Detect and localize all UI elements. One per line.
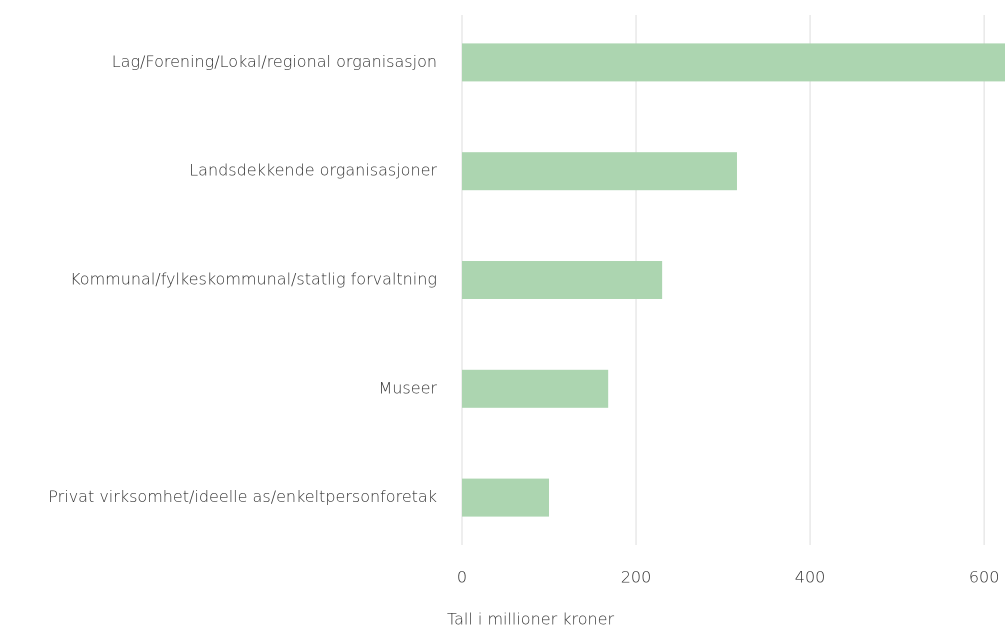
x-tick-label: 200 xyxy=(621,568,652,587)
y-tick-label: Museer xyxy=(378,378,437,397)
x-tick-label: 600 xyxy=(969,568,1000,587)
y-tick-label: Kommunal/fylkeskommunal/statlig forvaltn… xyxy=(70,270,437,289)
x-tick-label: 400 xyxy=(795,568,826,587)
y-tick-label: Landsdekkende organisasjoner xyxy=(189,161,437,180)
bar xyxy=(462,43,1005,82)
x-axis-label: Tall i millioner kroner xyxy=(447,610,615,629)
bar xyxy=(462,369,609,408)
x-tick-label: 0 xyxy=(457,568,467,587)
bar xyxy=(462,261,663,299)
y-tick-label: Lag/Forening/Lokal/regional organisasjon xyxy=(112,52,437,71)
bar xyxy=(462,478,550,517)
bar xyxy=(462,152,737,191)
y-tick-label: Privat virksomhet/ideelle as/enkeltperso… xyxy=(48,487,437,506)
